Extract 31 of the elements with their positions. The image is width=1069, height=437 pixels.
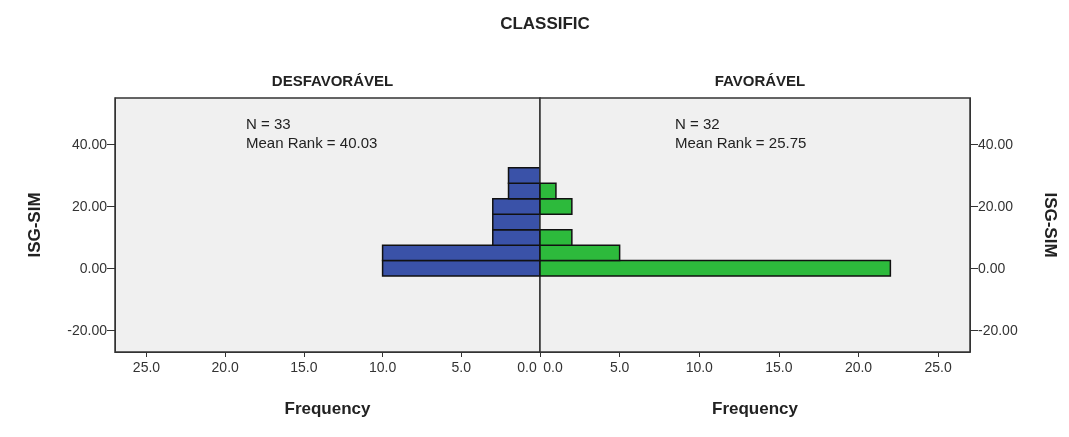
chart-subtitle: FAVORÁVEL (714, 72, 806, 89)
annotation: N = 32 (675, 115, 720, 132)
y-tick-label: -20.00 (67, 322, 108, 339)
x-tick-label: 25.0 (132, 359, 161, 375)
x-tick-label: 5.0 (609, 359, 630, 375)
annotation: N = 33 (246, 115, 291, 132)
x-tick-label: 15.0 (765, 359, 793, 375)
x-axis-title: Frequency (712, 399, 799, 418)
x-axis-title: Frequency (284, 399, 372, 418)
y-tick-label: 40.00 (978, 136, 1014, 153)
y-tick-label: 0.00 (79, 260, 108, 277)
y-tick-label: 0.00 (978, 260, 1006, 277)
y-tick-label: 20.00 (71, 198, 108, 215)
y-tick-label: 20.00 (978, 198, 1014, 215)
annotation: Mean Rank = 25.75 (675, 134, 807, 151)
chart-subtitle: DESFAVORÁVEL (271, 72, 394, 89)
y-axis-title: ISG-SIM (1041, 192, 1060, 258)
y-tick-label: -20.00 (978, 322, 1018, 339)
x-tick-label: 0.0 (543, 359, 563, 375)
y-axis-title: ISG-SIM (25, 192, 44, 258)
x-tick-label: 25.0 (924, 359, 952, 375)
x-tick-label: 5.0 (451, 359, 472, 375)
x-tick-label: 20.0 (844, 359, 873, 375)
annotation: Mean Rank = 40.03 (246, 134, 378, 151)
x-tick-label: 10.0 (685, 359, 714, 375)
x-tick-label: 20.0 (211, 359, 240, 375)
x-tick-label: 10.0 (368, 359, 397, 375)
x-tick-label: 15.0 (290, 359, 318, 375)
y-tick-label: 40.00 (71, 136, 108, 153)
chart-title: CLASSIFIC (500, 14, 590, 33)
x-tick-label: 0.0 (517, 359, 537, 375)
